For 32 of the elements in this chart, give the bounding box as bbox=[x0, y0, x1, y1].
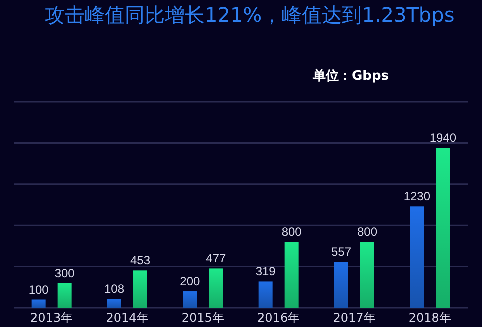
data-label: 1940 bbox=[430, 131, 457, 146]
bar bbox=[58, 283, 72, 308]
x-tick-label: 2016年 bbox=[258, 311, 300, 325]
x-tick-label: 2014年 bbox=[106, 311, 149, 325]
chart-title: 攻击峰值同比增长121%，峰值达到1.23Tbps bbox=[45, 3, 455, 27]
text: 单位：Gbps bbox=[312, 68, 390, 84]
data-label: 100 bbox=[28, 282, 50, 297]
bar bbox=[108, 299, 122, 308]
data-label: 319 bbox=[256, 264, 276, 279]
x-tick-label: 2013年 bbox=[30, 311, 74, 325]
data-label: 1230 bbox=[404, 190, 431, 204]
bar bbox=[183, 292, 198, 308]
bar bbox=[334, 262, 348, 308]
bar bbox=[284, 242, 299, 308]
data-label: 557 bbox=[331, 245, 352, 260]
data-label: 108 bbox=[104, 282, 125, 296]
data-label: 800 bbox=[357, 225, 378, 240]
data-label: 800 bbox=[282, 225, 302, 240]
x-tick-label: 2018年 bbox=[408, 311, 452, 325]
bar bbox=[32, 300, 46, 308]
bar bbox=[134, 270, 148, 308]
data-label: 200 bbox=[180, 274, 200, 289]
data-label: 477 bbox=[206, 252, 226, 266]
data-label: 453 bbox=[130, 254, 151, 268]
x-tick-label: 2015年 bbox=[182, 311, 224, 325]
bar bbox=[436, 148, 450, 308]
x-tick-label: 2017年 bbox=[333, 311, 376, 325]
bar bbox=[360, 242, 374, 308]
data-label: 300 bbox=[54, 266, 76, 280]
bar bbox=[410, 206, 424, 308]
bar bbox=[258, 282, 273, 308]
bar bbox=[209, 268, 224, 308]
